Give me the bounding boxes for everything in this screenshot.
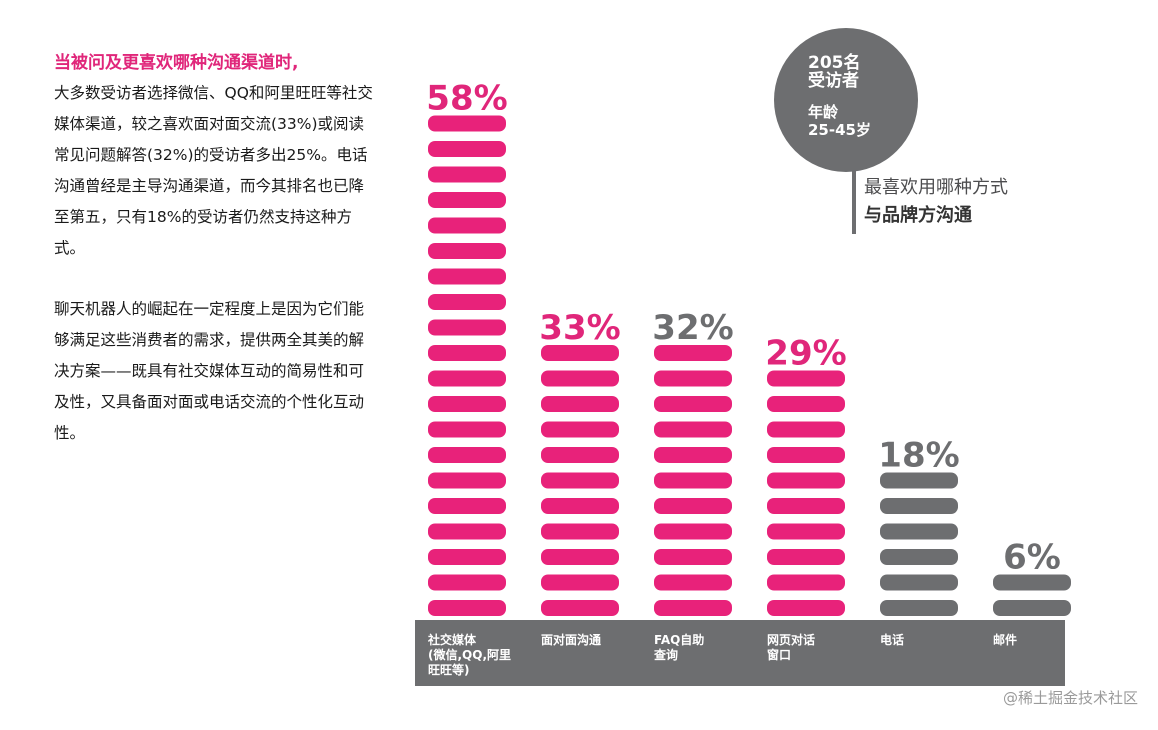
bar-segment-2 — [541, 421, 619, 438]
bar-segment-1 — [428, 192, 506, 208]
bar-segment-3 — [654, 574, 732, 591]
category-label-3: FAQ自助 — [654, 632, 704, 647]
bar-segment-2 — [541, 574, 619, 591]
bar-segment-1 — [428, 243, 506, 259]
bar-segment-3 — [654, 600, 732, 616]
bar-segment-1 — [428, 523, 506, 540]
bar-segment-2 — [541, 549, 619, 565]
bar-segment-1 — [428, 574, 506, 591]
bar-segment-1 — [428, 498, 506, 514]
value-label-2: 33% — [539, 308, 620, 348]
bar-segment-2 — [541, 396, 619, 412]
bar-segment-2 — [541, 523, 619, 540]
bar-segment-5 — [880, 574, 958, 591]
bar-segment-1 — [428, 447, 506, 463]
bar-segment-3 — [654, 523, 732, 540]
badge-count: 205名 — [808, 53, 861, 73]
watermark: @稀土掘金技术社区 — [1002, 689, 1138, 707]
bar-segment-1 — [428, 600, 506, 616]
value-label-5: 18% — [878, 436, 959, 476]
category-label-1: (微信,QQ,阿里 — [428, 647, 511, 662]
bar-segment-2 — [541, 472, 619, 489]
bar-segment-3 — [654, 345, 732, 361]
bar-segment-3 — [654, 421, 732, 438]
category-label-4: 窗口 — [767, 647, 791, 662]
bar-segment-2 — [541, 498, 619, 514]
bar-segment-6 — [993, 600, 1071, 616]
bar-segment-4 — [767, 600, 845, 616]
bar-segment-4 — [767, 396, 845, 412]
bar-segment-2 — [541, 447, 619, 463]
bar-segment-1 — [428, 345, 506, 361]
bar-segment-1 — [428, 268, 506, 285]
bar-segment-4 — [767, 498, 845, 514]
bar-segment-1 — [428, 141, 506, 157]
bar-segment-1 — [428, 396, 506, 412]
bar-segment-4 — [767, 574, 845, 591]
bar-segment-4 — [767, 370, 845, 387]
category-label-1: 社交媒体 — [427, 632, 477, 647]
badge-age-range: 25-45岁 — [808, 121, 871, 139]
badge-age-label: 年龄 — [808, 103, 839, 121]
bar-segment-6 — [993, 574, 1071, 591]
bar-segment-4 — [767, 447, 845, 463]
category-label-2: 面对面沟通 — [541, 632, 601, 647]
bar-segment-1 — [428, 166, 506, 183]
bar-segment-2 — [541, 600, 619, 616]
bar-segment-2 — [541, 345, 619, 361]
bar-segment-5 — [880, 549, 958, 565]
description-panel: 当被问及更喜欢哪种沟通渠道时, 大多数受访者选择微信、QQ和阿里旺旺等社交媒体渠… — [54, 48, 376, 449]
caption-divider — [852, 170, 856, 234]
bar-segment-3 — [654, 498, 732, 514]
bar-segment-1 — [428, 115, 506, 132]
bar-segment-5 — [880, 498, 958, 514]
bar-segment-4 — [767, 549, 845, 565]
category-label-3: 查询 — [653, 647, 678, 662]
bar-segment-3 — [654, 396, 732, 412]
category-axis-band — [415, 620, 1065, 686]
bar-segment-5 — [880, 472, 958, 489]
bar-segment-1 — [428, 319, 506, 336]
category-label-5: 电话 — [880, 632, 904, 647]
bar-segment-5 — [880, 523, 958, 540]
bar-segment-4 — [767, 421, 845, 438]
bar-segment-1 — [428, 294, 506, 310]
caption-line-2: 与品牌方沟通 — [864, 205, 972, 226]
bar-segment-3 — [654, 447, 732, 463]
category-label-4: 网页对话 — [767, 632, 815, 647]
bar-segment-3 — [654, 370, 732, 387]
bar-segment-4 — [767, 523, 845, 540]
respondents-badge: 205名 受访者 年龄 25-45岁 — [774, 28, 918, 172]
value-label-1: 58% — [426, 79, 507, 119]
value-label-6: 6% — [1003, 538, 1061, 578]
bar-segment-5 — [880, 600, 958, 616]
bar-segment-2 — [541, 370, 619, 387]
value-label-3: 32% — [652, 308, 733, 348]
caption-line-1: 最喜欢用哪种方式 — [864, 177, 1008, 198]
paragraph-1: 大多数受访者选择微信、QQ和阿里旺旺等社交媒体渠道，较之喜欢面对面交流(33%)… — [54, 84, 373, 257]
bar-segment-1 — [428, 370, 506, 387]
headline: 当被问及更喜欢哪种沟通渠道时, — [54, 53, 299, 73]
category-label-1: 旺旺等) — [428, 662, 470, 677]
bar-segment-1 — [428, 472, 506, 489]
paragraph-2: 聊天机器人的崛起在一定程度上是因为它们能够满足这些消费者的需求，提供两全其美的解… — [54, 300, 365, 442]
bar-segment-3 — [654, 472, 732, 489]
value-label-4: 29% — [765, 334, 846, 374]
bar-segment-3 — [654, 549, 732, 565]
category-label-6: 邮件 — [993, 632, 1017, 647]
bar-segment-1 — [428, 421, 506, 438]
bar-segment-1 — [428, 217, 506, 234]
bar-segment-4 — [767, 472, 845, 489]
badge-respondents: 受访者 — [808, 71, 859, 91]
chart-caption: 最喜欢用哪种方式 与品牌方沟通 — [864, 174, 1008, 230]
bar-segment-1 — [428, 549, 506, 565]
